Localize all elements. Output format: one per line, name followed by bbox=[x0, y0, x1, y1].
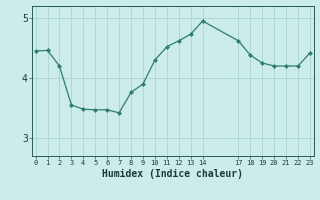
X-axis label: Humidex (Indice chaleur): Humidex (Indice chaleur) bbox=[102, 169, 243, 179]
